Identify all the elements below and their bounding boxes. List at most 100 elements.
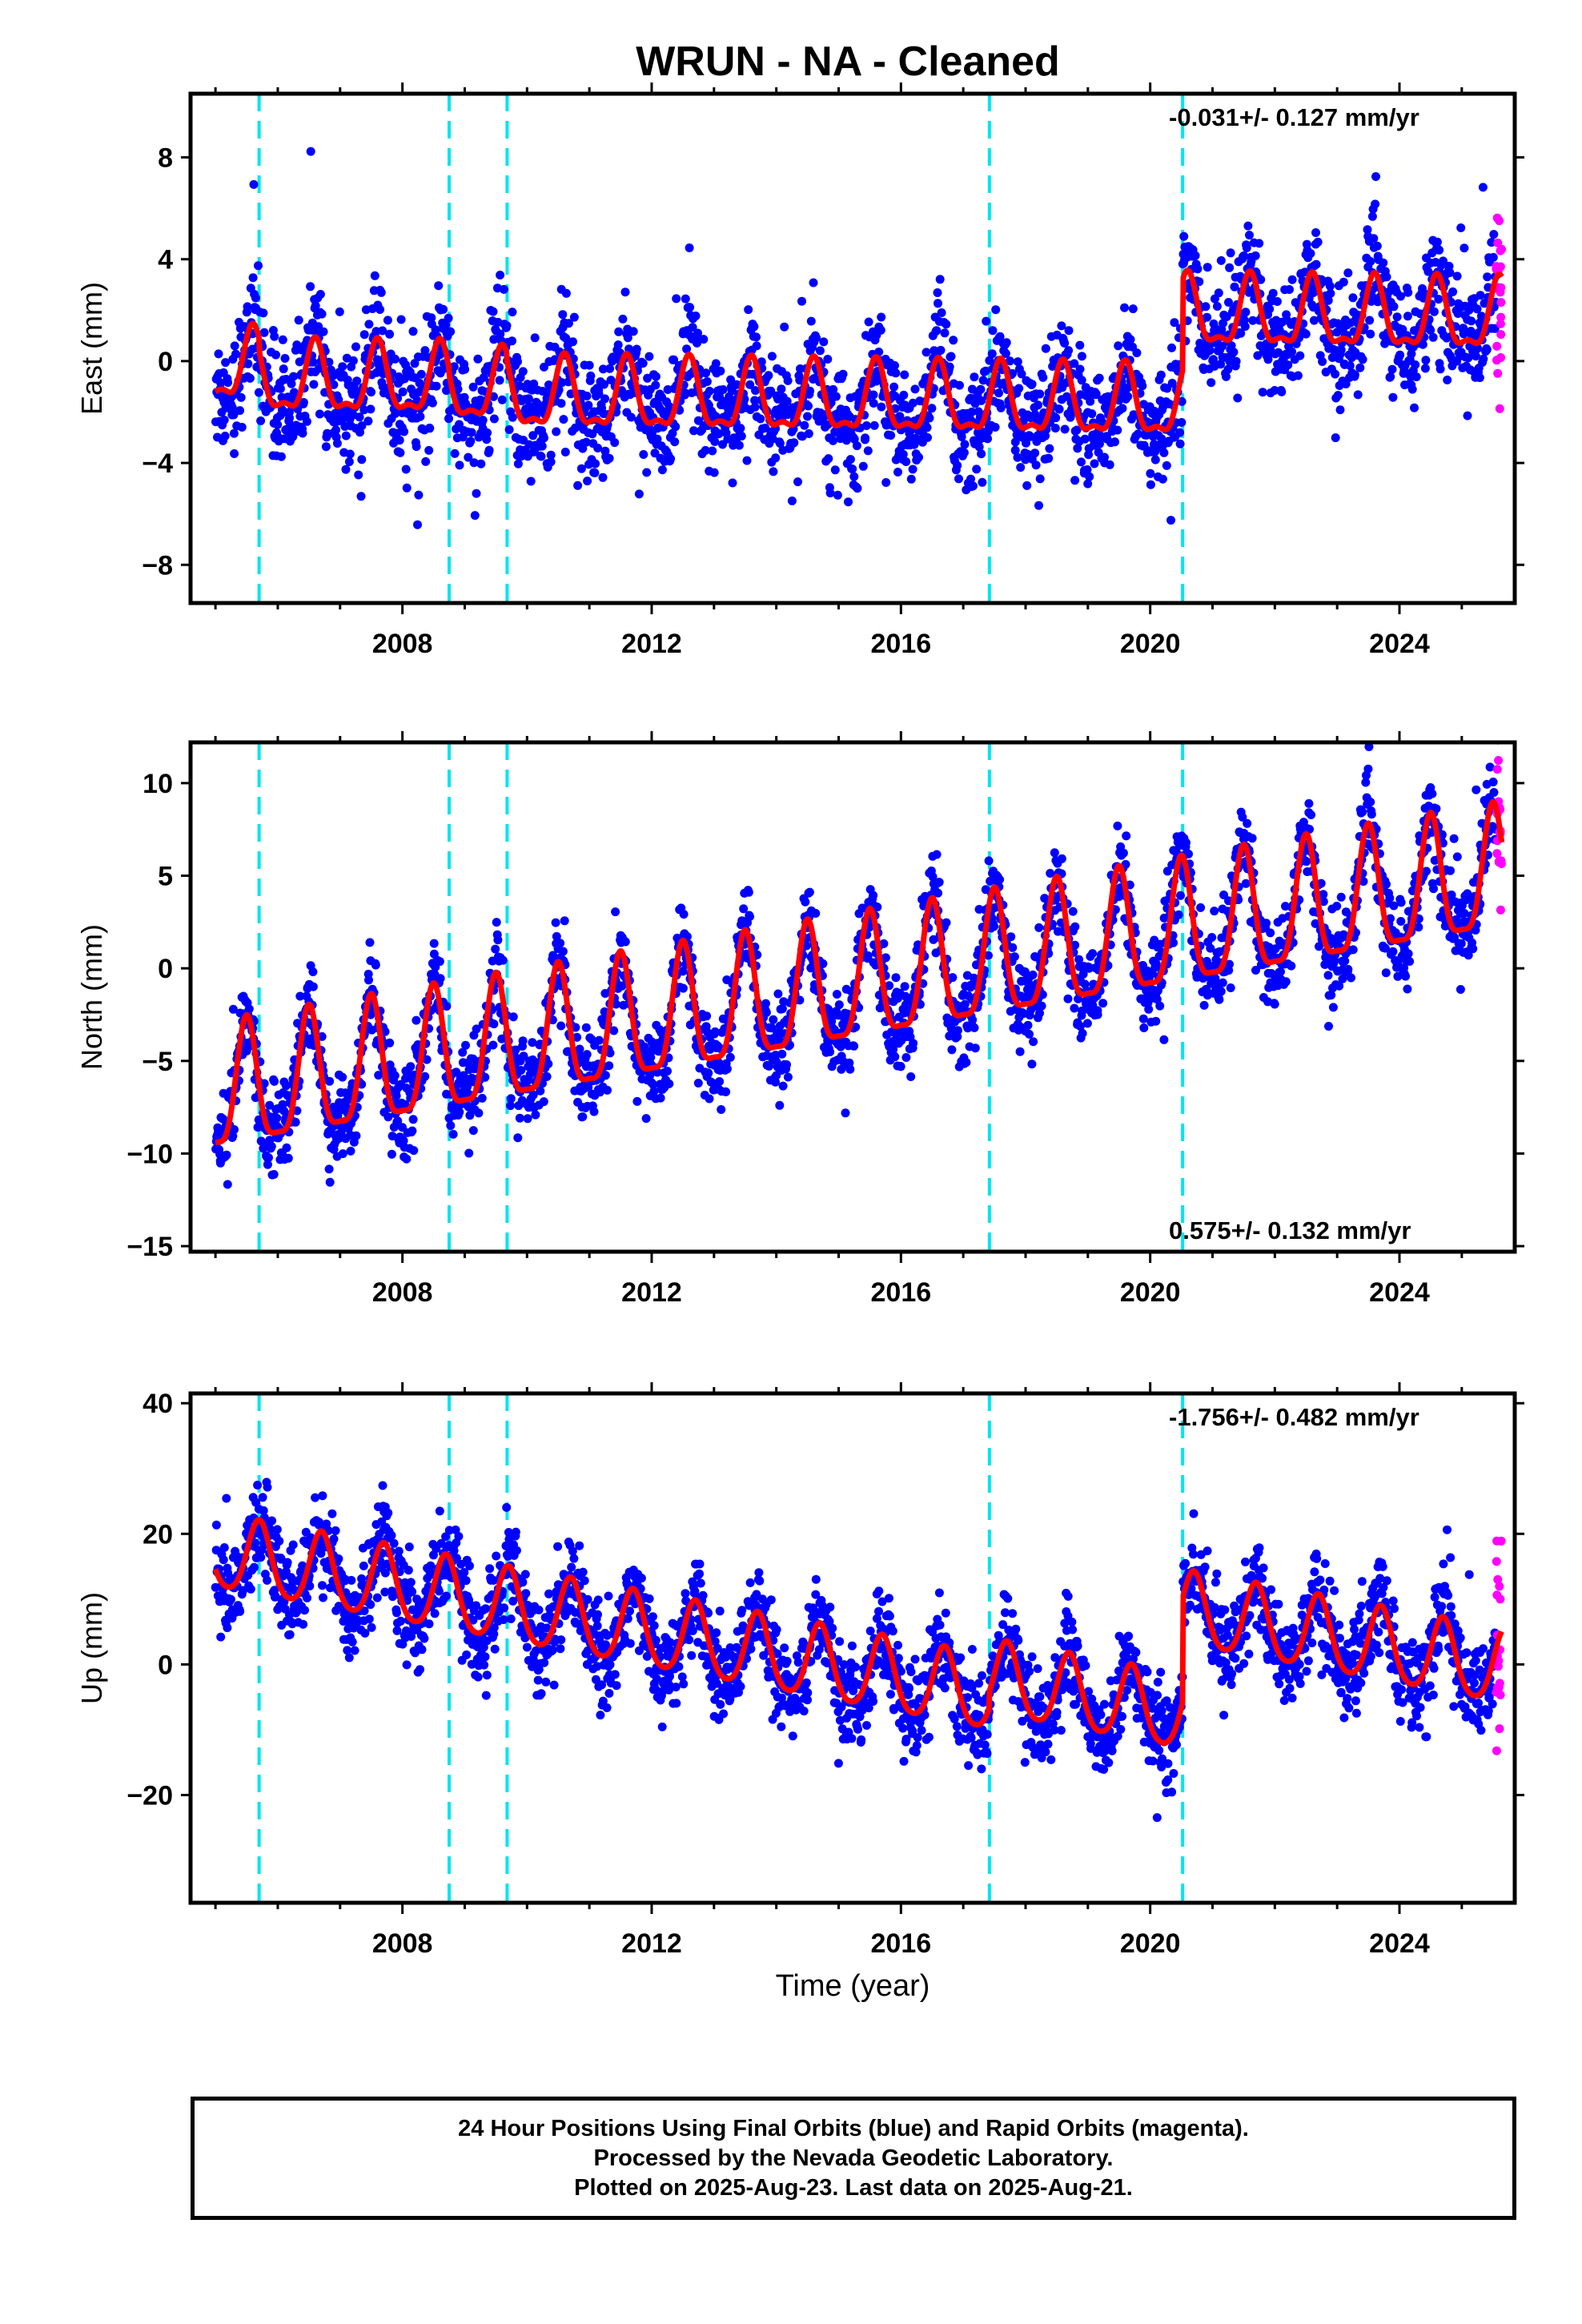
- final-orbit-point: [1214, 288, 1223, 298]
- final-orbit-point: [1027, 1059, 1037, 1069]
- final-orbit-point: [546, 450, 556, 460]
- final-orbit-point: [573, 480, 583, 490]
- rapid-orbit-point: [1495, 404, 1504, 413]
- final-orbit-point: [977, 396, 986, 405]
- final-orbit-point: [1410, 403, 1419, 412]
- final-orbit-point: [656, 1093, 665, 1103]
- final-orbit-point: [594, 389, 604, 399]
- final-orbit-point: [540, 362, 548, 372]
- final-orbit-point: [614, 327, 624, 336]
- final-orbit-point: [1403, 312, 1412, 321]
- final-orbit-point: [1307, 810, 1316, 819]
- final-orbit-point: [651, 372, 661, 381]
- final-orbit-point: [1225, 959, 1234, 969]
- final-orbit-point: [436, 974, 445, 983]
- final-orbit-point: [1301, 329, 1311, 339]
- final-orbit-point: [227, 403, 237, 412]
- final-orbit-point: [1340, 956, 1350, 966]
- final-orbit-point: [497, 395, 507, 404]
- final-orbit-point: [489, 414, 499, 424]
- final-orbit-point: [1248, 316, 1258, 325]
- final-orbit-point: [1239, 316, 1249, 325]
- final-orbit-point: [449, 362, 459, 372]
- final-orbit-point: [803, 412, 812, 421]
- rapid-orbit-point: [1496, 298, 1506, 308]
- final-orbit-point: [434, 281, 444, 291]
- final-orbit-point: [959, 448, 969, 457]
- final-orbit-point: [889, 382, 899, 392]
- final-orbit-point: [393, 1116, 403, 1126]
- final-orbit-point: [885, 981, 894, 991]
- final-orbit-point: [634, 489, 644, 499]
- final-orbit-point: [801, 897, 810, 907]
- final-orbit-point: [1215, 995, 1224, 1004]
- final-orbit-point: [235, 406, 245, 416]
- final-orbit-point: [678, 983, 688, 993]
- final-orbit-point: [383, 1112, 393, 1122]
- final-orbit-point: [1162, 866, 1172, 876]
- final-orbit-point: [669, 355, 679, 364]
- final-orbit-point: [406, 1062, 416, 1072]
- final-orbit-point: [983, 434, 993, 444]
- final-orbit-point: [1411, 372, 1421, 382]
- final-orbit-point: [978, 376, 988, 385]
- final-orbit-point: [1456, 223, 1466, 232]
- final-orbit-point: [757, 357, 766, 367]
- final-orbit-point: [702, 1011, 712, 1021]
- final-orbit-point: [420, 1072, 430, 1081]
- final-orbit-point: [1285, 285, 1294, 294]
- final-orbit-point: [921, 348, 931, 357]
- final-orbit-point: [1060, 339, 1070, 348]
- final-orbit-point: [900, 982, 909, 991]
- final-orbit-point: [1350, 370, 1359, 380]
- final-orbit-point: [442, 1002, 452, 1011]
- final-orbit-point: [1167, 343, 1176, 352]
- final-orbit-point: [1070, 476, 1080, 485]
- final-orbit-point: [1463, 411, 1472, 420]
- final-orbit-point: [1176, 891, 1185, 900]
- final-orbit-point: [306, 147, 315, 156]
- final-orbit-point: [668, 428, 677, 438]
- final-orbit-point: [1311, 259, 1321, 269]
- final-orbit-point: [1434, 295, 1443, 304]
- final-orbit-point: [605, 364, 615, 373]
- final-orbit-point: [925, 413, 934, 423]
- final-orbit-point: [1323, 971, 1333, 980]
- final-orbit-point: [1348, 293, 1358, 303]
- final-orbit-point: [1086, 396, 1095, 406]
- final-orbit-point: [1057, 854, 1066, 863]
- final-orbit-point: [308, 357, 318, 367]
- final-orbit-point: [1070, 1003, 1079, 1013]
- final-orbit-point: [1078, 1028, 1087, 1038]
- final-orbit-point: [366, 404, 375, 414]
- final-orbit-point: [1196, 903, 1206, 912]
- final-orbit-point: [1212, 302, 1222, 311]
- final-orbit-point: [745, 380, 755, 389]
- final-orbit-point: [299, 398, 308, 407]
- final-orbit-point: [291, 1117, 300, 1127]
- final-orbit-point: [380, 1027, 390, 1036]
- final-orbit-point: [771, 1077, 780, 1087]
- final-orbit-point: [413, 520, 422, 529]
- final-orbit-point: [891, 368, 901, 378]
- final-orbit-point: [283, 1091, 293, 1100]
- final-orbit-point: [890, 361, 899, 370]
- final-orbit-point: [1074, 994, 1083, 1003]
- final-orbit-point: [1224, 298, 1233, 307]
- final-orbit-point: [506, 1101, 516, 1111]
- final-orbit-point: [467, 428, 476, 437]
- final-orbit-point: [853, 484, 862, 493]
- final-orbit-point: [1199, 1000, 1209, 1010]
- final-orbit-point: [949, 336, 958, 345]
- final-orbit-point: [771, 453, 781, 463]
- final-orbit-point: [1017, 369, 1026, 379]
- final-orbit-point: [1035, 474, 1045, 484]
- final-orbit-point: [728, 478, 737, 488]
- final-orbit-point: [583, 476, 592, 486]
- final-orbit-point: [766, 386, 776, 396]
- final-orbit-point: [474, 1108, 484, 1118]
- final-orbit-point: [1105, 460, 1114, 469]
- final-orbit-point: [265, 1100, 275, 1110]
- final-orbit-point: [311, 301, 320, 311]
- final-orbit-point: [1335, 405, 1345, 415]
